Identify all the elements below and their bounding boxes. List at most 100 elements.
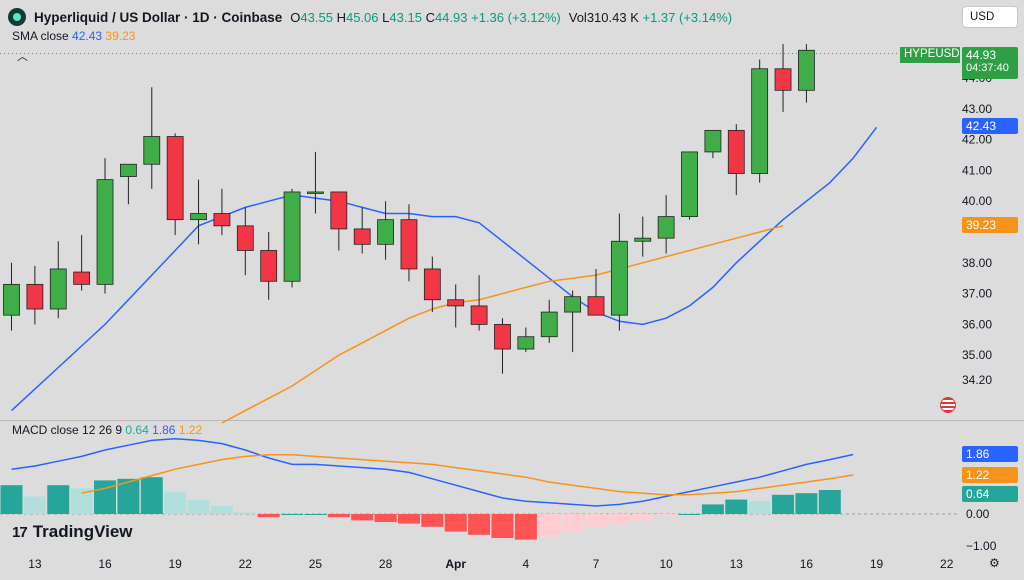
macd-tick-label: −1.00 bbox=[966, 539, 997, 553]
candle-body bbox=[307, 191, 324, 194]
macd-hist-bar bbox=[47, 485, 70, 514]
price-tick-label: 35.00 bbox=[962, 348, 992, 362]
us-flag-icon[interactable] bbox=[940, 397, 956, 413]
macd-hist-bar bbox=[140, 477, 163, 514]
last-price: 44.93 bbox=[966, 48, 997, 62]
volume-readout: Vol310.43 K +1.37 (+3.14%) bbox=[568, 9, 733, 25]
tradingview-brand[interactable]: 17 TradingView bbox=[12, 522, 133, 541]
settings-gear-icon[interactable]: ⚙ bbox=[989, 556, 1000, 570]
macd-hist-bar bbox=[257, 514, 280, 518]
macd-line bbox=[11, 438, 854, 507]
currency-select[interactable]: USD bbox=[962, 6, 1018, 28]
tradingview-logo-icon: 17 bbox=[12, 523, 28, 541]
candle-body bbox=[564, 296, 582, 313]
time-tick-label: 4 bbox=[523, 557, 530, 571]
time-tick-label: 10 bbox=[659, 557, 673, 571]
candle-body bbox=[73, 271, 91, 285]
candle-body bbox=[774, 68, 792, 91]
macd-hist-bar bbox=[234, 512, 257, 514]
collapse-chevron-icon[interactable]: ︿ bbox=[17, 51, 28, 63]
candle-body bbox=[213, 213, 231, 227]
time-tick-label: 13 bbox=[730, 557, 744, 571]
time-tick-label: 19 bbox=[168, 557, 182, 571]
macd-hist-bar bbox=[585, 514, 607, 527]
ohlc-readout: O43.55 H45.06 L43.15 C44.93 +1.36 (+3.12… bbox=[290, 9, 561, 25]
candle-body bbox=[798, 49, 815, 91]
candle-body bbox=[587, 296, 605, 316]
macd-hist-bar bbox=[281, 514, 304, 515]
last-price-tag: 44.93 04:37:40 bbox=[962, 47, 1018, 79]
candle-body bbox=[236, 225, 254, 251]
candle-body bbox=[143, 136, 161, 165]
price-tick-label: 38.00 bbox=[962, 256, 992, 270]
high-value: 45.06 bbox=[345, 9, 379, 25]
sma-fast-value: 42.43 bbox=[72, 29, 103, 43]
macd-hist-bar bbox=[0, 485, 23, 514]
macd-hist-bar bbox=[351, 514, 374, 521]
candle-body bbox=[3, 283, 20, 316]
time-tick-label: 7 bbox=[593, 557, 600, 571]
macd-hist-bar bbox=[374, 514, 397, 522]
macd-hist-bar bbox=[795, 493, 818, 514]
time-tick-label: 22 bbox=[239, 557, 253, 571]
candle-body bbox=[681, 151, 698, 217]
candle-body bbox=[120, 163, 137, 177]
macd-hist-bar bbox=[514, 514, 537, 540]
macd-line-tag: 1.86 bbox=[962, 446, 1018, 463]
macd-hist-tag: 0.64 bbox=[962, 485, 1018, 502]
candle-body bbox=[517, 336, 535, 350]
macd-hist-bar bbox=[23, 496, 46, 514]
time-tick-label: 19 bbox=[870, 557, 884, 571]
macd-hist-bar bbox=[561, 514, 584, 532]
symbol-tag: HYPEUSD bbox=[900, 47, 960, 63]
price-tick-label: 36.00 bbox=[962, 317, 992, 331]
macd-hist-bar bbox=[117, 478, 140, 514]
price-tick-label: 34.20 bbox=[962, 373, 992, 387]
macd-hist-bar bbox=[818, 490, 841, 514]
candle-body bbox=[494, 323, 511, 350]
candle-body bbox=[330, 191, 348, 230]
candle-body bbox=[26, 283, 44, 310]
candle-body bbox=[49, 268, 67, 310]
macd-hist-bar bbox=[772, 494, 795, 514]
candle-body bbox=[751, 68, 769, 174]
macd-hist-bar bbox=[468, 514, 491, 535]
hyperliquid-logo-icon bbox=[8, 8, 26, 26]
candle-body bbox=[727, 129, 745, 174]
macd-hist-bar bbox=[701, 504, 724, 514]
macd-hist-bar bbox=[421, 514, 444, 527]
candle-body bbox=[400, 219, 418, 270]
macd-legend[interactable]: MACD close 12 26 9 0.64 1.86 1.22 bbox=[12, 423, 203, 437]
price-tick-label: 41.00 bbox=[962, 163, 992, 177]
macd-tick-label: 0.00 bbox=[966, 507, 990, 521]
low-value: 43.15 bbox=[389, 9, 422, 25]
macd-signal-value: 1.22 bbox=[178, 423, 203, 437]
sma-fast-tag: 42.43 bbox=[962, 118, 1018, 135]
macd-signal-line bbox=[81, 454, 854, 496]
sma-legend[interactable]: SMA close 42.43 39.23 bbox=[12, 29, 136, 43]
macd-hist-bar bbox=[631, 514, 654, 521]
macd-hist-bar bbox=[608, 514, 631, 524]
price-tick-label: 43.00 bbox=[962, 102, 992, 116]
time-tick-label: 16 bbox=[800, 557, 814, 571]
sma-fast-line bbox=[10, 126, 878, 412]
macd-hist-value: 0.64 bbox=[125, 423, 149, 437]
candle-body bbox=[657, 216, 675, 239]
macd-hist-bar bbox=[491, 514, 514, 538]
time-tick-label: 13 bbox=[28, 557, 42, 571]
candle-body bbox=[540, 311, 558, 338]
candle-body bbox=[377, 219, 394, 245]
macd-line-value: 1.86 bbox=[152, 423, 176, 437]
candle-body bbox=[423, 268, 441, 301]
macd-signal-tag: 1.22 bbox=[962, 466, 1018, 483]
macd-hist-bar bbox=[444, 514, 467, 532]
candle-body bbox=[283, 191, 301, 282]
macd-hist-bar bbox=[304, 514, 327, 515]
chart-header: Hyperliquid / US Dollar · 1D · Coinbase … bbox=[8, 6, 732, 28]
chart-title: Hyperliquid / US Dollar · 1D · Coinbase bbox=[34, 9, 283, 25]
price-tick-label: 42.00 bbox=[962, 133, 992, 147]
time-tick-label: 25 bbox=[309, 557, 323, 571]
change-value: +1.36 (+3.12%) bbox=[471, 9, 561, 25]
candle-body bbox=[470, 305, 488, 325]
